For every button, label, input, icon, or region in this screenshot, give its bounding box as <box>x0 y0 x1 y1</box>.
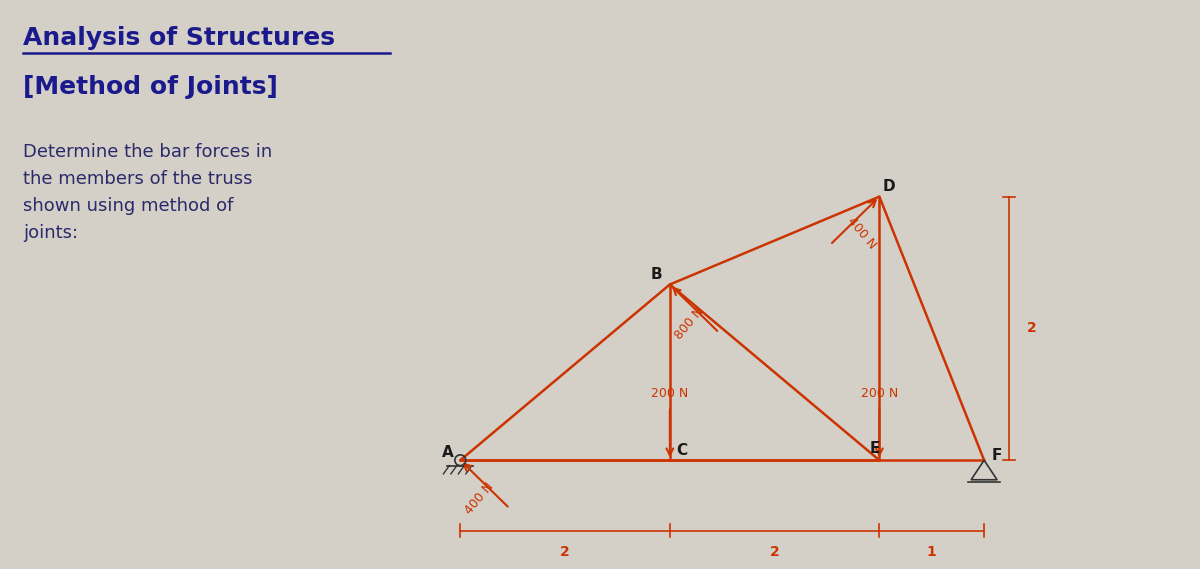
Text: 200 N: 200 N <box>860 387 898 401</box>
Text: F: F <box>992 448 1002 463</box>
Text: C: C <box>677 443 688 458</box>
Text: 1: 1 <box>926 545 937 559</box>
Text: D: D <box>883 179 895 195</box>
Text: 200 N: 200 N <box>652 387 689 401</box>
Text: Determine the bar forces in
the members of the truss
shown using method of
joint: Determine the bar forces in the members … <box>23 143 272 242</box>
Text: 400 N: 400 N <box>463 480 497 517</box>
Text: 2: 2 <box>560 545 570 559</box>
Text: [Method of Joints]: [Method of Joints] <box>23 75 278 98</box>
Text: Analysis of Structures: Analysis of Structures <box>23 26 335 50</box>
Text: E: E <box>869 441 880 456</box>
Text: A: A <box>442 445 454 460</box>
Text: B: B <box>652 267 662 282</box>
Text: 400 N: 400 N <box>845 215 878 251</box>
Text: 2: 2 <box>1027 321 1037 336</box>
Text: 2: 2 <box>769 545 780 559</box>
Text: 800 N: 800 N <box>672 304 707 341</box>
